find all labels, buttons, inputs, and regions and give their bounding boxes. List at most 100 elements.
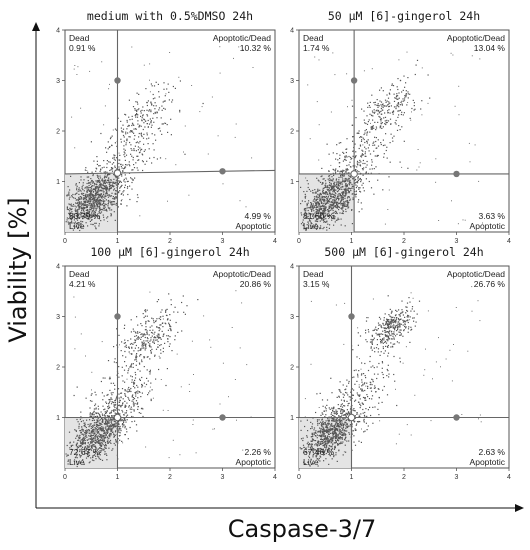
data-point (132, 179, 134, 181)
data-point (413, 105, 415, 107)
data-point (321, 436, 323, 438)
data-point (84, 207, 86, 209)
data-point (170, 299, 172, 301)
gate-center-handle[interactable] (350, 170, 358, 178)
data-point (397, 110, 399, 112)
data-point (347, 418, 349, 420)
data-point (141, 109, 143, 111)
gate-handle[interactable] (350, 77, 358, 84)
gate-center-handle[interactable] (113, 413, 122, 422)
data-point (91, 442, 93, 444)
data-point (333, 425, 335, 427)
data-point (369, 131, 371, 133)
data-point (345, 205, 347, 207)
data-point (102, 184, 104, 186)
data-point (325, 193, 327, 195)
data-point (128, 136, 130, 138)
scatter-points (300, 51, 483, 231)
data-point (82, 198, 85, 200)
data-point (84, 442, 86, 444)
gate-handle[interactable] (453, 170, 460, 178)
data-point (183, 311, 185, 313)
data-point (131, 395, 133, 397)
data-point (325, 425, 327, 427)
data-point (322, 426, 324, 428)
data-point (126, 140, 128, 142)
data-point (338, 176, 340, 179)
data-point (115, 425, 117, 427)
gate-handle[interactable] (114, 313, 121, 320)
data-point (72, 444, 74, 446)
data-point (378, 115, 380, 118)
data-point (360, 161, 362, 163)
data-point (322, 182, 324, 185)
data-point (384, 120, 386, 122)
data-point (335, 452, 337, 454)
data-point (109, 412, 111, 414)
data-point (114, 406, 116, 409)
data-point (336, 434, 339, 436)
data-point (322, 203, 324, 205)
data-point (89, 435, 91, 437)
data-point (331, 217, 333, 219)
data-point (97, 181, 99, 183)
data-point (114, 203, 116, 205)
data-point (106, 394, 108, 396)
data-point (106, 187, 108, 189)
data-point (158, 337, 161, 339)
data-point (90, 438, 92, 440)
data-point (109, 424, 111, 426)
data-point (130, 331, 132, 333)
data-point (162, 351, 164, 353)
data-point (344, 437, 346, 439)
data-point (347, 200, 349, 202)
data-point (107, 406, 109, 408)
data-point (139, 349, 141, 351)
data-point (314, 224, 316, 226)
gate-handle[interactable] (219, 168, 226, 175)
data-point (101, 197, 103, 199)
data-point (145, 320, 147, 323)
data-point (131, 421, 133, 423)
data-point (71, 211, 73, 213)
data-point (149, 79, 150, 81)
data-point (347, 205, 349, 207)
data-point (368, 180, 370, 183)
data-point (146, 333, 148, 335)
gate-handle[interactable] (114, 77, 121, 84)
data-point (328, 189, 330, 191)
data-point (83, 215, 85, 217)
data-point (159, 344, 161, 347)
data-point (371, 159, 373, 161)
data-point (104, 187, 107, 189)
data-point (135, 358, 137, 360)
data-point (90, 448, 92, 450)
data-point (100, 168, 102, 170)
data-point (133, 383, 135, 385)
data-point (141, 325, 143, 327)
data-point (375, 126, 377, 128)
data-point (78, 204, 80, 206)
data-point (114, 198, 116, 200)
data-point (300, 429, 302, 431)
data-point (333, 205, 335, 207)
data-point (121, 130, 123, 132)
data-point (375, 166, 377, 168)
data-point (95, 193, 97, 195)
data-point (69, 204, 71, 206)
data-point (95, 394, 97, 396)
data-point (383, 153, 385, 155)
gate-handle[interactable] (219, 414, 226, 421)
data-point (356, 380, 358, 382)
data-point (108, 161, 110, 163)
gate-center-handle[interactable] (113, 169, 122, 177)
data-point (355, 429, 357, 431)
data-point (325, 191, 328, 193)
data-point (319, 217, 321, 219)
data-point (383, 105, 385, 107)
data-point (345, 426, 347, 428)
data-point (83, 201, 85, 204)
data-point (126, 378, 128, 380)
data-point (88, 217, 90, 220)
data-point (122, 164, 124, 166)
